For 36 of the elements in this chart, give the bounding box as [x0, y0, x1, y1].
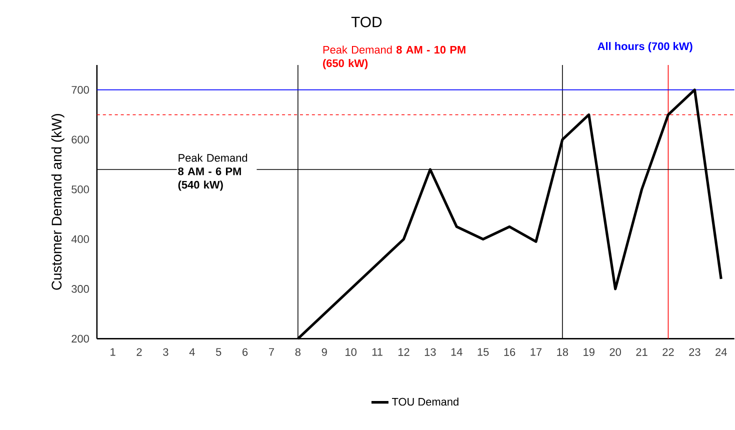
x-tick-label: 22 — [662, 348, 674, 356]
x-tick-label: 1 — [110, 348, 116, 356]
y-axis-title: Customer Demand and (kW) — [51, 114, 64, 290]
x-tick-label: 8 — [295, 348, 300, 356]
y-tick-label: 300 — [72, 285, 89, 293]
x-tick-label: 20 — [610, 348, 621, 356]
x-tick-label: 21 — [636, 348, 648, 356]
x-tick-label: 4 — [189, 348, 195, 356]
y-tick-label: 700 — [72, 86, 89, 94]
x-tick-label: 9 — [322, 348, 327, 356]
text: Peak Demand 8 AM - 10 PM (650 kW) — [323, 46, 466, 70]
x-tick-label: 6 — [242, 348, 248, 356]
x-tick-label: 15 — [478, 348, 489, 356]
y-tick-label: 600 — [72, 136, 89, 144]
x-tick-label: 7 — [269, 348, 274, 356]
y-tick-label: 200 — [72, 335, 89, 343]
x-tick-label: 18 — [557, 348, 568, 356]
x-tick-label: 17 — [530, 348, 542, 356]
x-tick-label: 3 — [163, 348, 168, 356]
chart-title: TOD — [351, 16, 382, 28]
x-tick-label: 12 — [398, 348, 410, 356]
x-tick-label: 19 — [584, 348, 594, 356]
x-tick-label: 10 — [346, 348, 356, 356]
y-tick-label: 400 — [71, 235, 89, 244]
x-tick-label: 16 — [504, 348, 516, 356]
x-tick-label: 23 — [689, 348, 700, 356]
legend-label: TOU Demand — [392, 398, 458, 406]
x-tick-label: 2 — [136, 348, 142, 356]
x-tick-label: 13 — [424, 348, 436, 356]
x-tick-label: 14 — [451, 348, 462, 356]
x-tick-label: 24 — [716, 348, 727, 356]
text: All hours (700 kW) — [598, 42, 692, 52]
x-tick-label: 5 — [216, 348, 222, 356]
y-tick-label: 500 — [72, 186, 89, 194]
annotation: Peak Demand 8 AM - 6 PM (540 kW) — [178, 154, 248, 191]
x-tick-label: 11 — [372, 348, 382, 356]
